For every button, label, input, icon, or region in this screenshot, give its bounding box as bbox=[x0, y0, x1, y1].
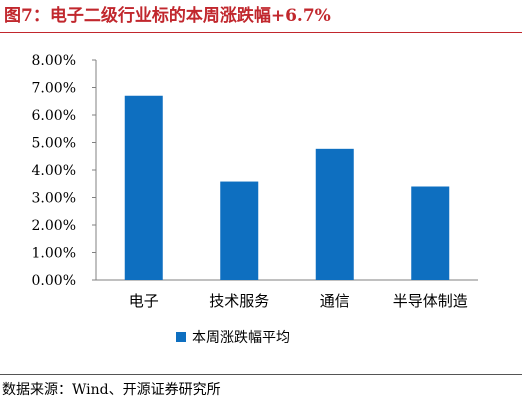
y-axis: 0.00% 1.00% 2.00% 3.00% 4.00% 5.00% 6.00% 7.00%… bbox=[32, 53, 97, 289]
x-tick-label: 技术服务 bbox=[209, 292, 269, 310]
bar bbox=[315, 148, 354, 280]
y-tick-label: 2.00% bbox=[32, 218, 76, 234]
bar-chart: 0.00% 1.00% 2.00% 3.00% 4.00% 5.00% 6.00% 7.00%… bbox=[32, 53, 478, 346]
source-note: 数据来源：Wind、开源证券研究所 bbox=[2, 382, 221, 398]
legend-swatch bbox=[176, 332, 186, 342]
legend-label: 本周涨跌幅平均 bbox=[192, 330, 290, 346]
bars bbox=[124, 95, 450, 280]
y-tick-label: 0.00% bbox=[32, 273, 76, 289]
y-tick-label: 3.00% bbox=[32, 191, 76, 207]
y-tick-label: 5.00% bbox=[32, 136, 76, 152]
y-tick-label: 4.00% bbox=[32, 163, 76, 179]
y-tick-label: 1.00% bbox=[32, 246, 76, 262]
bar bbox=[124, 95, 163, 280]
title-divider bbox=[0, 32, 522, 33]
x-tick-label: 电子 bbox=[129, 292, 159, 310]
y-tick-label: 7.00% bbox=[32, 81, 76, 97]
footer-divider bbox=[0, 374, 522, 375]
x-tick-label: 通信 bbox=[320, 292, 350, 310]
bar bbox=[220, 181, 259, 280]
x-axis: 电子 技术服务 通信 半导体制造 bbox=[96, 279, 478, 310]
y-tick-label: 6.00% bbox=[32, 108, 76, 124]
chart-title: 图7：电子二级行业标的本周涨跌幅+6.7% bbox=[4, 6, 331, 26]
y-tick-label: 8.00% bbox=[32, 53, 76, 69]
x-tick-label: 半导体制造 bbox=[393, 292, 468, 310]
bar bbox=[411, 186, 450, 280]
legend: 本周涨跌幅平均 bbox=[176, 330, 290, 346]
